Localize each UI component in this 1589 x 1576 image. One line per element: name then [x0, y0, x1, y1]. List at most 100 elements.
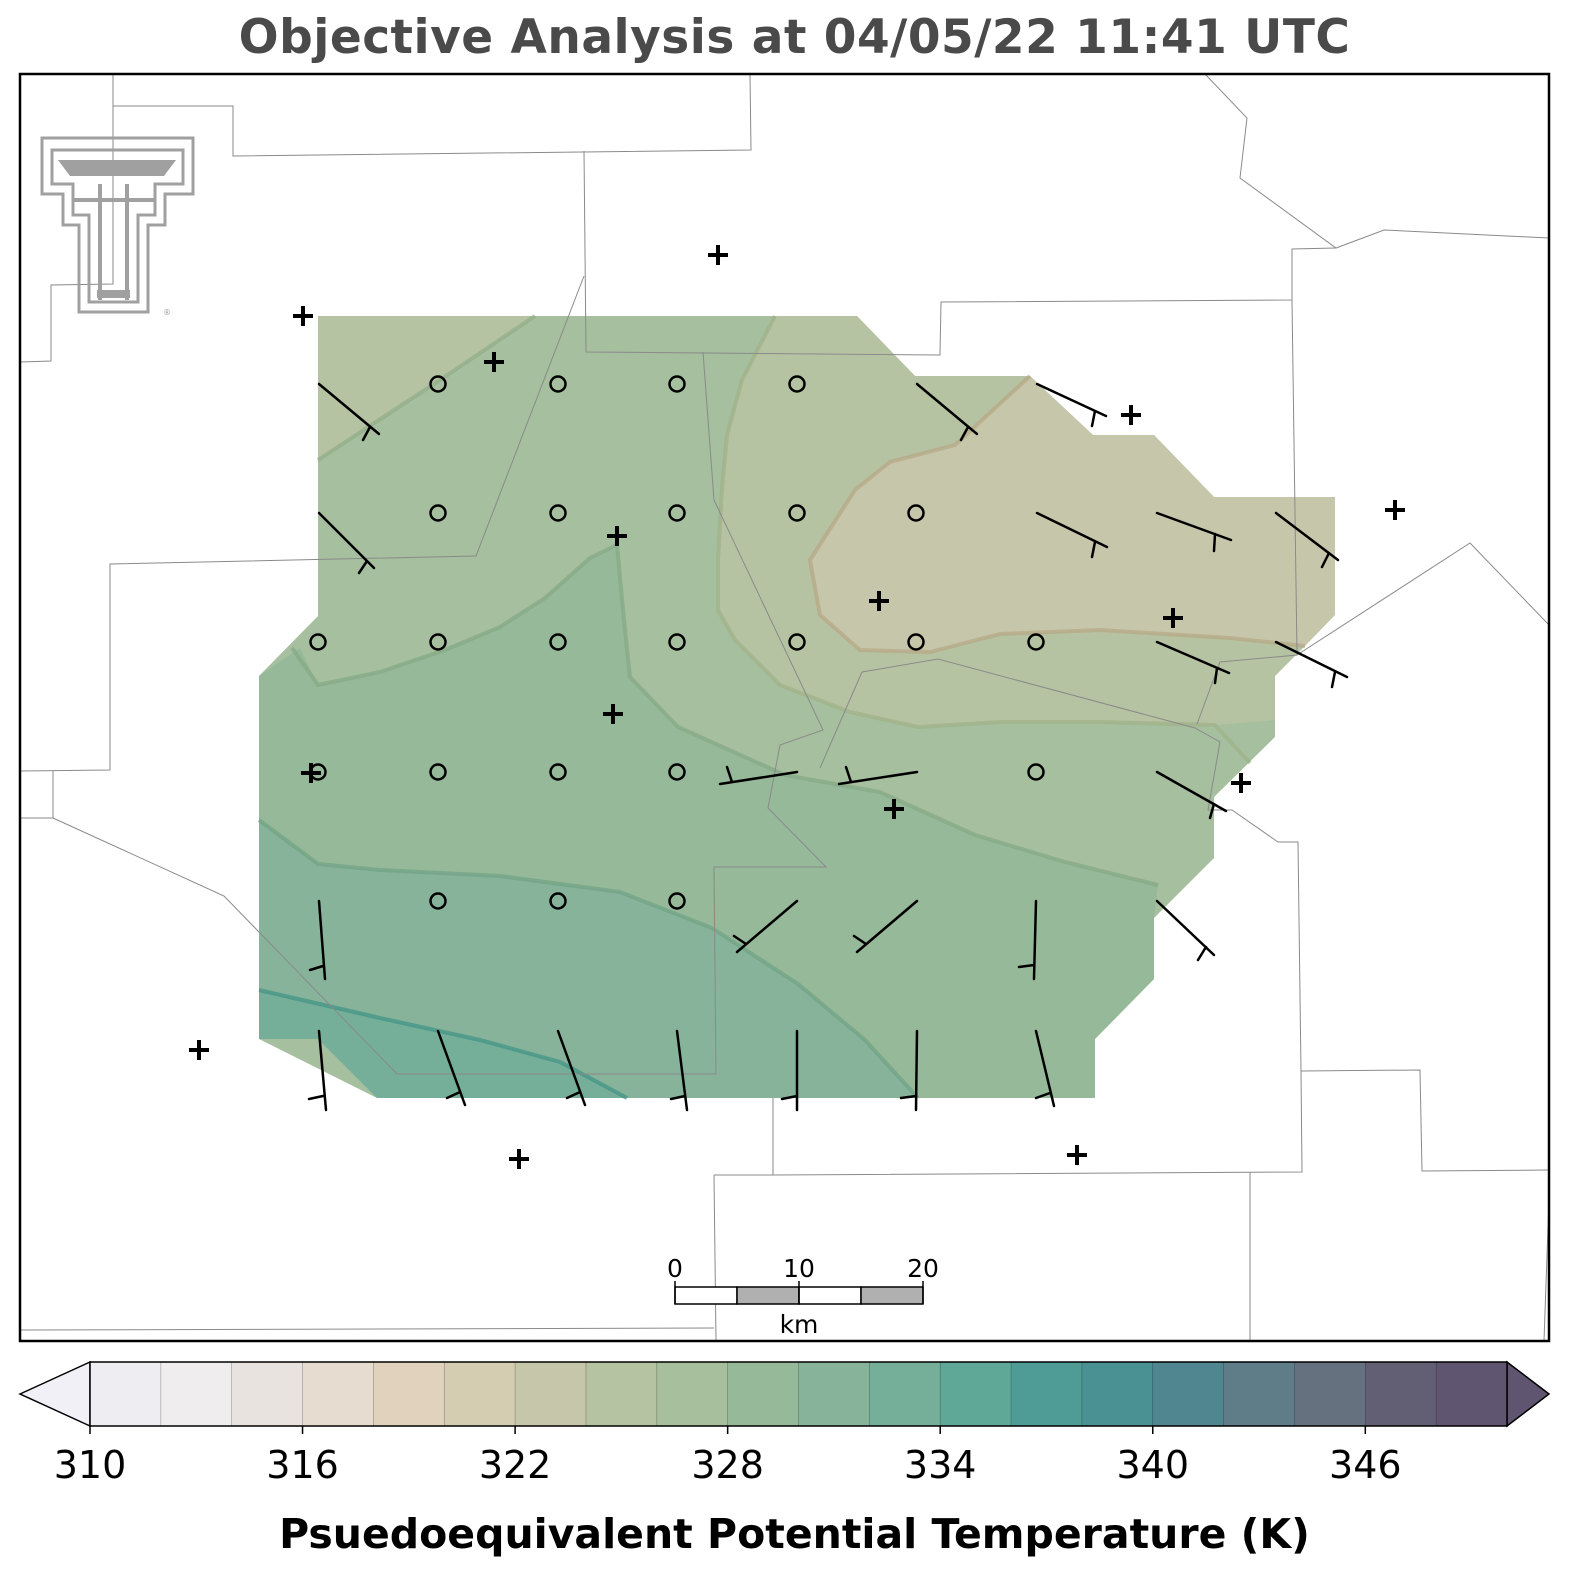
calm-marker	[788, 375, 806, 393]
calm-marker	[429, 504, 447, 522]
colorbar-cell	[1152, 1362, 1225, 1426]
wind-barb	[436, 1029, 467, 1107]
scale-tick-20: 20	[907, 1254, 939, 1283]
colorbar-cell	[798, 1362, 870, 1426]
calm-marker	[788, 504, 806, 522]
map-frame	[18, 72, 1551, 1343]
scale-bar: 0 10 20 km	[667, 1254, 939, 1339]
contour-band-deep	[259, 820, 918, 1098]
station-marker	[869, 591, 889, 611]
wind-barb	[317, 511, 376, 575]
station-marker	[1067, 1145, 1087, 1165]
station-marker	[1163, 608, 1183, 628]
wind-barb	[307, 1029, 328, 1112]
wind-barb	[1155, 899, 1216, 962]
calm-marker	[309, 633, 327, 651]
colorbar-cell	[1436, 1362, 1508, 1426]
calm-marker	[668, 892, 686, 910]
calm-marker	[1027, 763, 1045, 781]
wind-barb	[732, 899, 799, 954]
colorbar-cell	[1081, 1362, 1154, 1426]
colorbar-under-arrow	[18, 1360, 91, 1428]
county-boundary	[1296, 542, 1549, 656]
contour-line	[807, 374, 1306, 655]
contour-line	[716, 315, 1252, 765]
county-boundary	[713, 1174, 717, 1341]
station-marker	[603, 704, 623, 724]
county-boundary	[772, 1070, 1303, 1176]
station-marker	[607, 526, 627, 546]
county-boundary	[20, 1327, 715, 1331]
calm-marker	[549, 633, 567, 651]
calm-marker	[549, 375, 567, 393]
station-marker	[1385, 500, 1405, 520]
calm-marker	[549, 892, 567, 910]
station-marker	[708, 245, 728, 265]
contour-band-tan	[810, 376, 1335, 652]
wind-barb	[1274, 640, 1349, 689]
scale-tick-0: 0	[667, 1254, 683, 1283]
wind-barb	[915, 382, 979, 442]
county-boundary	[20, 275, 585, 772]
colorbar-cell	[90, 1362, 162, 1426]
contour-band-mid	[259, 545, 1158, 1098]
calm-marker	[429, 892, 447, 910]
colorbar-tick-label: 316	[266, 1443, 339, 1487]
calm-marker	[907, 504, 925, 522]
colorbar-cell	[160, 1362, 233, 1426]
station-marker	[1231, 773, 1251, 793]
wind-barb	[308, 899, 327, 981]
colorbar-cell	[231, 1362, 304, 1426]
wind-barb	[1017, 899, 1038, 981]
wind-barb	[1035, 511, 1109, 559]
colorbar-label: Psuedoequivalent Potential Temperature (…	[279, 1510, 1310, 1558]
colorbar-cell	[585, 1362, 658, 1426]
calm-marker	[549, 504, 567, 522]
wind-barb	[1274, 511, 1340, 569]
svg-text:®: ®	[163, 308, 171, 317]
station-marker	[884, 799, 904, 819]
station-marker	[189, 1040, 209, 1060]
calm-marker	[907, 633, 925, 651]
wind-barb	[556, 1029, 587, 1107]
colorbar-tick-label: 310	[54, 1443, 127, 1487]
contour-line	[290, 541, 1159, 887]
calm-marker	[668, 763, 686, 781]
colorbar-cell	[1294, 1362, 1366, 1426]
wind-barb	[1035, 382, 1108, 428]
calm-marker	[668, 633, 686, 651]
colorbar-cell	[302, 1362, 374, 1426]
wind-barb	[317, 382, 381, 442]
wind-barb	[1155, 770, 1228, 820]
wind-barb	[899, 1029, 919, 1112]
county-boundary	[1196, 299, 1298, 725]
station-marker	[509, 1149, 529, 1169]
calm-marker	[788, 633, 806, 651]
wind-barb	[780, 1029, 799, 1112]
colorbar-cell	[940, 1362, 1012, 1426]
calm-marker	[429, 375, 447, 393]
scale-tick-10: 10	[783, 1254, 815, 1283]
map-title: Objective Analysis at 04/05/22 11:41 UTC	[238, 10, 1351, 65]
colorbar-tick-label: 328	[691, 1443, 764, 1487]
calm-marker	[429, 633, 447, 651]
colorbar-tick-label: 340	[1116, 1443, 1189, 1487]
colorbar-cell	[1223, 1362, 1295, 1426]
contour-line	[316, 314, 537, 462]
colorbar-frame	[89, 1361, 1508, 1427]
colorbar-cell	[1365, 1362, 1437, 1426]
county-boundary	[52, 351, 828, 1075]
station-marker	[293, 306, 313, 326]
colorbar-tick-label: 346	[1329, 1443, 1402, 1487]
wind-barb	[1155, 640, 1231, 685]
calm-marker	[668, 375, 686, 393]
calm-marker	[1027, 633, 1045, 651]
scale-unit: km	[780, 1310, 819, 1339]
colorbar: 310 316 322 328 334 340 346	[18, 1360, 1551, 1487]
wind-barb	[837, 765, 919, 786]
station-marker	[1121, 405, 1141, 425]
colorbar-over-arrow	[1506, 1360, 1551, 1428]
station-marker	[484, 352, 504, 372]
calm-marker	[429, 763, 447, 781]
